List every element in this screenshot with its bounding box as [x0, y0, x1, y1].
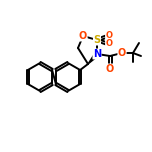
Text: O: O	[118, 48, 126, 58]
Text: O: O	[79, 31, 87, 41]
Text: O: O	[105, 31, 112, 40]
Text: O: O	[106, 64, 114, 74]
Text: N: N	[93, 49, 101, 59]
Polygon shape	[88, 53, 99, 64]
Text: S: S	[93, 35, 101, 45]
Text: O: O	[105, 40, 112, 48]
